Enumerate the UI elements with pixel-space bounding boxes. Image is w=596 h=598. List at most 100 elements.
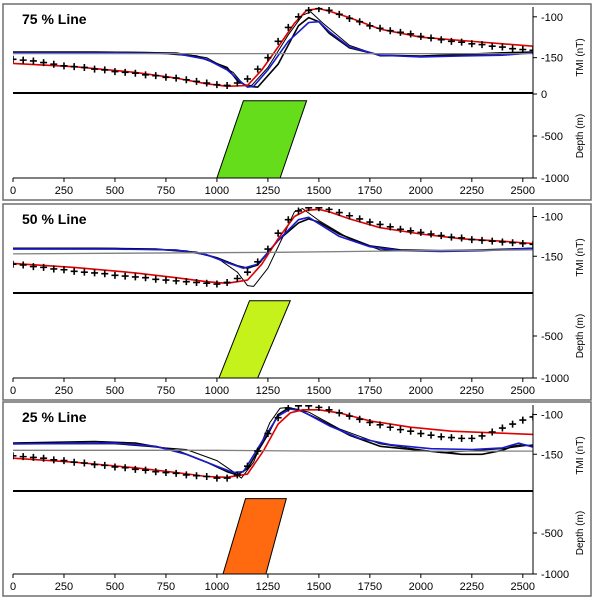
observed-point (325, 207, 333, 213)
observed-point (19, 453, 27, 461)
observed-point (407, 427, 415, 435)
observed-point (111, 463, 119, 471)
observed-point (121, 272, 129, 280)
series-line-3 (13, 20, 533, 88)
x-tick-label: 1000 (205, 581, 229, 593)
observed-point (244, 462, 252, 470)
observed-point (152, 72, 160, 80)
observed-point (447, 233, 455, 241)
x-tick-label: 0 (10, 385, 16, 397)
observed-point (193, 77, 201, 85)
observed-point (305, 207, 313, 212)
observed-point (13, 55, 17, 63)
source-body (218, 300, 292, 378)
x-tick-label: 2000 (409, 185, 433, 197)
depth-axis-title: Depth (m) (575, 314, 586, 358)
tmi-axis-title: TMI (nT) (575, 38, 586, 76)
y-tick-label: -150 (541, 449, 563, 461)
observed-point (315, 405, 323, 411)
observed-point (13, 452, 17, 460)
observed-point (254, 258, 262, 266)
observed-point (244, 268, 252, 276)
observed-point (131, 69, 139, 77)
source-body (216, 100, 308, 178)
observed-point (386, 423, 394, 431)
x-tick-label: 2000 (409, 385, 433, 397)
observed-point (478, 236, 486, 244)
observed-point (498, 424, 506, 432)
x-tick-label: 500 (106, 385, 124, 397)
x-tick-label: 1750 (358, 581, 382, 593)
observed-point (407, 227, 415, 235)
observed-point (223, 474, 231, 482)
observed-point (70, 63, 78, 71)
observed-point (80, 63, 88, 71)
observed-points (13, 405, 533, 482)
observed-point (458, 234, 466, 242)
x-tick-label: 1250 (256, 385, 280, 397)
observed-point (193, 278, 201, 286)
observed-point (335, 10, 343, 18)
observed-point (386, 223, 394, 231)
observed-point (121, 68, 129, 76)
observed-point (345, 212, 353, 220)
observed-point (60, 266, 68, 274)
observed-point (162, 73, 170, 81)
observed-point (427, 34, 435, 42)
x-tick-label: 250 (55, 581, 73, 593)
observed-point (305, 405, 313, 410)
observed-point (376, 24, 384, 32)
observed-point (274, 229, 282, 237)
observed-point (458, 38, 466, 46)
observed-point (193, 472, 201, 480)
depth-tick-label: -1000 (541, 373, 569, 385)
observed-point (437, 36, 445, 44)
y-tick-label: -150 (541, 251, 563, 263)
x-tick-label: 1000 (205, 385, 229, 397)
y-tick-label: -100 (541, 12, 563, 24)
observed-point (498, 43, 506, 51)
series-line-3 (13, 408, 533, 474)
observed-point (19, 56, 27, 64)
x-tick-label: 2000 (409, 581, 433, 593)
depth-axis-title: Depth (m) (575, 114, 586, 158)
observed-point (509, 45, 517, 53)
x-tick-label: 0 (10, 185, 16, 197)
observed-point (529, 413, 533, 421)
panel-3: 0 250 500 750 1000 1250 1500 1750 2000 2250 2500 -1… (2, 401, 592, 597)
observed-point (376, 421, 384, 429)
observed-point (294, 13, 302, 21)
y-tick-label: -100 (541, 212, 563, 224)
observed-point (203, 279, 211, 287)
x-tick-label: 750 (157, 385, 175, 397)
depth-axis-title: Depth (m) (575, 511, 586, 555)
observed-point (386, 27, 394, 35)
observed-point (70, 267, 78, 275)
observed-point (233, 79, 241, 87)
observed-point (152, 468, 160, 476)
x-tick-label: 2500 (511, 385, 535, 397)
observed-point (223, 278, 231, 286)
observed-point (366, 418, 374, 426)
observed-points (13, 7, 533, 89)
observed-point (91, 65, 99, 73)
observed-point (488, 428, 496, 436)
x-tick-label: 2500 (511, 185, 535, 197)
observed-point (294, 405, 302, 410)
depth-tick-label: -500 (541, 331, 563, 343)
observed-point (182, 278, 190, 286)
observed-point (50, 265, 58, 273)
observed-point (172, 277, 180, 285)
observed-point (213, 81, 221, 89)
observed-point (294, 207, 302, 215)
observed-point (356, 215, 364, 223)
x-tick-label: 1750 (358, 185, 382, 197)
observed-point (264, 430, 272, 438)
series-line-5 (13, 249, 533, 255)
x-tick-label: 1250 (256, 581, 280, 593)
observed-point (468, 40, 476, 48)
observed-point (529, 46, 533, 54)
x-tick-label: 2250 (460, 185, 484, 197)
observed-point (417, 32, 425, 40)
